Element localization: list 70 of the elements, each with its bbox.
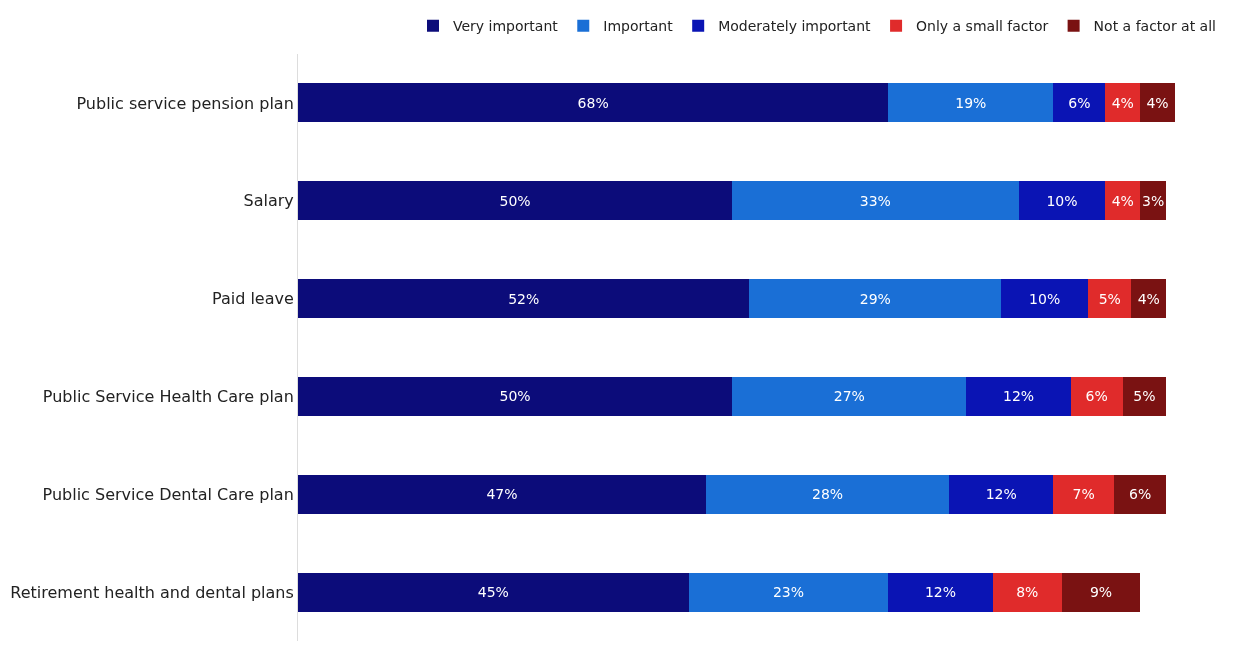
legend-label: Not a factor at all	[1093, 18, 1216, 35]
y-tick-label: Public Service Dental Care plan	[42, 484, 294, 504]
data-label: 19%	[955, 94, 987, 111]
data-label: 28%	[812, 486, 844, 503]
data-label: 8%	[1016, 584, 1039, 601]
bar	[749, 279, 1002, 319]
data-label: 68%	[577, 94, 609, 111]
data-label: 9%	[1089, 584, 1113, 601]
bar	[298, 181, 733, 221]
bar	[1114, 474, 1167, 514]
data-label: 12%	[924, 584, 956, 601]
data-label: 7%	[1072, 486, 1095, 503]
data-label: 4%	[1111, 192, 1134, 209]
legend-label: Very important	[453, 18, 559, 35]
bar	[992, 572, 1062, 612]
data-label: 5%	[1133, 388, 1156, 405]
legend-label: Important	[603, 18, 674, 35]
data-label: 33%	[859, 192, 891, 209]
data-label: 52%	[508, 290, 540, 307]
data-label: 45%	[477, 584, 509, 601]
bar	[1122, 376, 1167, 416]
bar	[298, 572, 689, 612]
data-label: 12%	[1003, 388, 1035, 405]
bar	[1131, 279, 1167, 319]
data-label: 27%	[833, 388, 865, 405]
bar	[1053, 474, 1115, 514]
data-label: 23%	[772, 584, 805, 601]
bar	[888, 572, 993, 612]
bar	[1140, 83, 1175, 123]
bar	[949, 474, 1054, 514]
data-label: 4%	[1111, 94, 1134, 111]
bar	[1001, 279, 1089, 319]
data-label: 5%	[1098, 290, 1121, 307]
bar	[1105, 181, 1141, 221]
bar	[1088, 279, 1132, 319]
y-tick-label: Salary	[243, 191, 294, 211]
data-label: 6%	[1085, 388, 1108, 405]
bar	[298, 279, 750, 319]
bar	[706, 474, 950, 514]
data-label: 12%	[985, 486, 1017, 503]
data-label: 50%	[499, 388, 531, 405]
data-label: 4%	[1137, 290, 1160, 307]
y-tick-label: Public service pension plan	[76, 93, 294, 113]
data-label: 29%	[859, 290, 891, 307]
bar	[1105, 83, 1141, 123]
bar	[688, 572, 889, 612]
data-label: 50%	[499, 192, 531, 209]
legend-label: Moderately important	[718, 18, 872, 35]
bar	[732, 376, 967, 416]
y-tick-label: Retirement health and dental plans	[10, 582, 294, 602]
data-label: 10%	[1046, 192, 1078, 209]
bar	[1070, 376, 1123, 416]
bar	[888, 83, 1054, 123]
bar	[298, 83, 889, 123]
data-label: 6%	[1129, 486, 1152, 503]
y-tick-label: Public Service Health Care plan	[42, 387, 294, 407]
bar	[966, 376, 1071, 416]
bar	[732, 181, 1019, 221]
y-tick-label: Paid leave	[211, 289, 294, 309]
bar	[1061, 572, 1141, 612]
data-label: 6%	[1068, 94, 1091, 111]
data-label: 4%	[1146, 94, 1169, 111]
data-label: 3%	[1142, 192, 1165, 209]
data-label: 10%	[1029, 290, 1061, 307]
bar	[298, 376, 733, 416]
bar	[1018, 181, 1106, 221]
data-label: 47%	[486, 486, 518, 503]
bar	[1053, 83, 1106, 123]
bar	[298, 474, 707, 514]
legend-label: Only a small factor	[916, 18, 1049, 35]
